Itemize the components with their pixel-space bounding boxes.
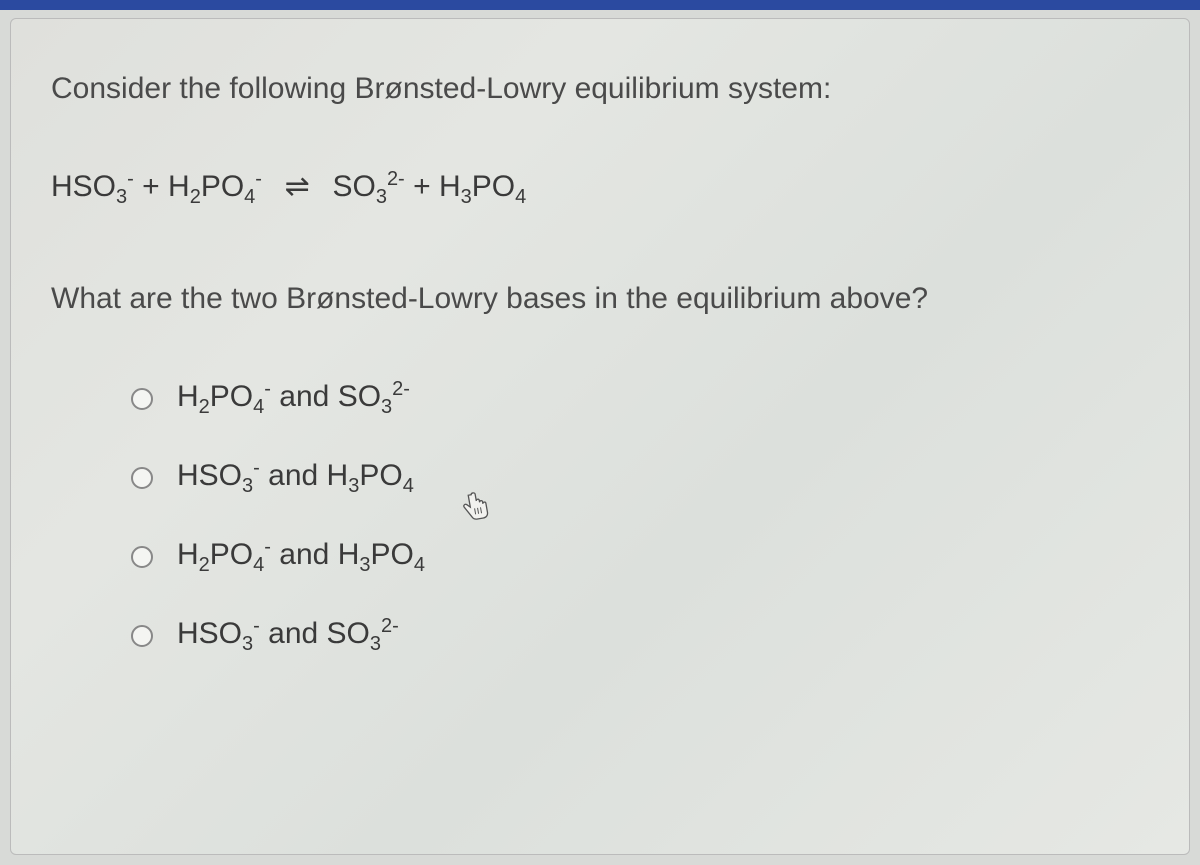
- option-label: HSO3- and SO32-: [177, 615, 399, 656]
- option-a[interactable]: H2PO4- and SO32-: [131, 378, 1149, 419]
- options-group: H2PO4- and SO32- HSO3- and H3PO4 H2PO4- …: [131, 378, 1149, 656]
- option-d[interactable]: HSO3- and SO32-: [131, 615, 1149, 656]
- question-card: Consider the following Brønsted-Lowry eq…: [10, 18, 1190, 855]
- radio-icon[interactable]: [131, 625, 153, 647]
- question-text: What are the two Brønsted-Lowry bases in…: [51, 279, 1149, 318]
- eq-right1: SO32-: [332, 170, 404, 203]
- option-c[interactable]: H2PO4- and H3PO4: [131, 536, 1149, 577]
- eq-plus1: +: [134, 170, 168, 203]
- eq-right2: H3PO4: [439, 170, 526, 203]
- option-b[interactable]: HSO3- and H3PO4: [131, 457, 1149, 498]
- eq-plus2: +: [405, 170, 439, 203]
- question-prompt: Consider the following Brønsted-Lowry eq…: [51, 69, 1149, 108]
- radio-icon[interactable]: [131, 388, 153, 410]
- eq-left2: H2PO4-: [168, 170, 262, 203]
- chemical-equation: HSO3- + H2PO4- ⇌ SO32- + H3PO4: [51, 168, 1149, 209]
- radio-icon[interactable]: [131, 546, 153, 568]
- eq-left1: HSO3-: [51, 170, 134, 203]
- equilibrium-arrow-icon: ⇌: [285, 169, 310, 204]
- option-label: H2PO4- and SO32-: [177, 378, 410, 419]
- radio-icon[interactable]: [131, 467, 153, 489]
- option-label: H2PO4- and H3PO4: [177, 536, 425, 577]
- progress-bar: [0, 0, 1200, 10]
- option-label: HSO3- and H3PO4: [177, 457, 414, 498]
